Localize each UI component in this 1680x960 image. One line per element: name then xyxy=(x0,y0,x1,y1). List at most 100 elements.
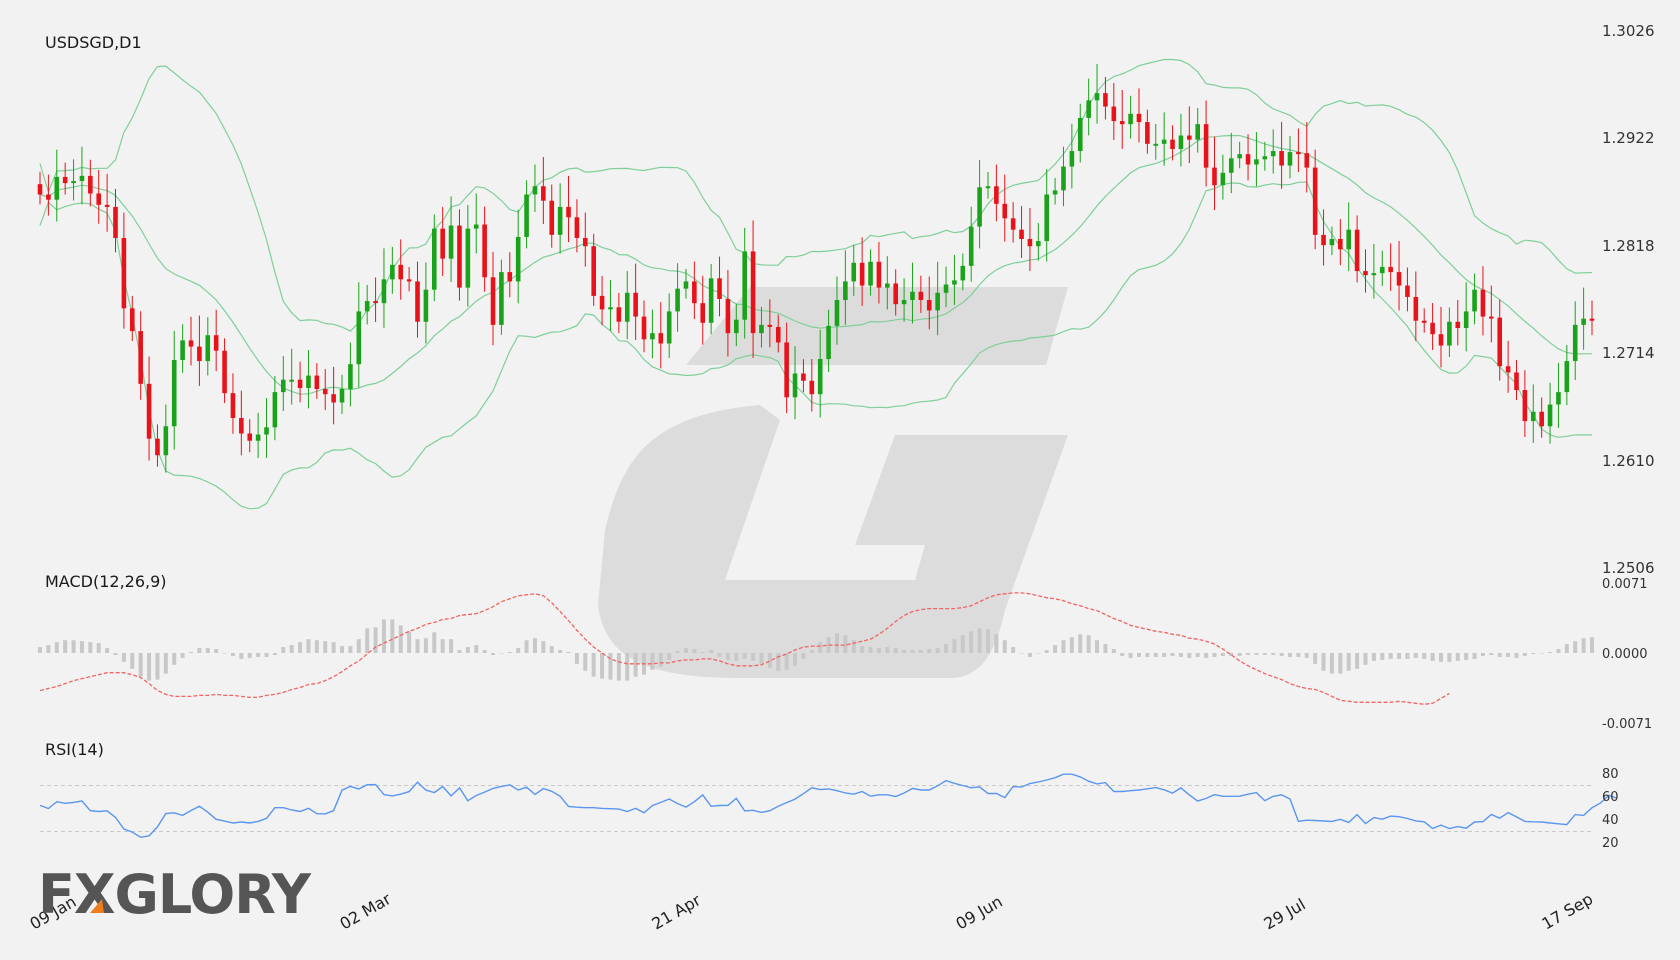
candle-body xyxy=(163,426,169,456)
bollinger-upper-line xyxy=(39,58,1593,332)
candle-body xyxy=(784,342,789,398)
macd-histogram-bar xyxy=(1455,653,1460,661)
macd-histogram-bar xyxy=(1447,653,1452,662)
candle-body xyxy=(641,316,647,340)
candle-body xyxy=(1539,411,1544,427)
candle-body xyxy=(591,246,596,296)
macd-histogram-bar xyxy=(197,648,202,653)
candle-body xyxy=(1270,151,1276,157)
macd-histogram-bar xyxy=(298,642,303,653)
candle-body xyxy=(1346,229,1352,250)
macd-histogram-bar xyxy=(1287,653,1292,657)
candle-body xyxy=(1522,390,1528,422)
candle-body xyxy=(1472,289,1477,312)
macd-histogram-bar xyxy=(465,647,470,653)
macd-histogram-bar xyxy=(1212,653,1217,657)
macd-histogram-bar xyxy=(415,639,420,653)
candle-body xyxy=(801,373,806,381)
macd-histogram-bar xyxy=(1002,640,1007,653)
macd-histogram-bar xyxy=(1220,653,1225,656)
macd-histogram-bar xyxy=(1095,640,1100,653)
candle-body xyxy=(1061,166,1066,191)
macd-histogram-bar xyxy=(700,652,705,653)
candle-body xyxy=(71,181,76,184)
macd-histogram-bar xyxy=(1296,653,1301,657)
macd-histogram-bar xyxy=(1246,653,1251,655)
candle-body xyxy=(876,261,882,288)
macd-histogram-bar xyxy=(977,628,982,653)
macd-histogram-bar xyxy=(574,653,579,664)
candle-body xyxy=(96,193,102,205)
candle-body xyxy=(918,291,924,301)
macd-histogram-bar xyxy=(1422,653,1427,659)
macd-histogram-bar xyxy=(1170,653,1175,656)
y-tick-label: 60 xyxy=(1602,790,1619,805)
macd-histogram-bar xyxy=(709,650,714,653)
macd-histogram-bar xyxy=(558,650,563,653)
candle-body xyxy=(1480,289,1486,317)
macd-histogram-bar xyxy=(902,650,907,653)
macd-y-axis: 0.0071 0.0000 -0.0071 xyxy=(1602,577,1652,732)
candle-body xyxy=(566,206,571,218)
candle-body xyxy=(700,303,706,323)
candle-body xyxy=(1338,238,1343,250)
macd-title: MACD(12,26,9) xyxy=(45,572,167,591)
candle-body xyxy=(1371,273,1377,276)
candle-body xyxy=(1363,271,1368,276)
rsi-y-axis: 80 60 40 20 xyxy=(1602,767,1619,851)
macd-histogram-bar xyxy=(1027,653,1032,657)
macd-histogram-bar xyxy=(893,648,898,653)
macd-histogram-bar xyxy=(155,653,160,680)
macd-histogram-bar xyxy=(675,651,680,653)
macd-histogram-bar xyxy=(1514,653,1519,658)
macd-histogram-bar xyxy=(1187,653,1192,658)
candle-body xyxy=(1279,151,1284,166)
candle-body xyxy=(180,340,185,361)
candle-body xyxy=(1438,334,1444,346)
candle-body xyxy=(1170,139,1175,149)
candle-body xyxy=(1119,121,1125,125)
candle-body xyxy=(264,427,269,435)
candle-body xyxy=(499,272,504,325)
macd-histogram-bar xyxy=(432,632,437,653)
candle-body xyxy=(1530,411,1536,422)
candle-body xyxy=(155,438,160,456)
macd-histogram-bar xyxy=(658,653,663,667)
macd-histogram-bar xyxy=(222,653,227,654)
macd-histogram-bar xyxy=(407,631,412,653)
candle-body xyxy=(46,194,51,200)
candle-body xyxy=(1312,167,1318,235)
macd-histogram-bar xyxy=(1036,653,1041,654)
macd-histogram-bar xyxy=(499,653,504,654)
candle-body xyxy=(314,375,320,390)
main-price-panel xyxy=(37,58,1595,510)
candle-body xyxy=(62,176,68,184)
candle-body xyxy=(239,417,244,434)
macd-histogram-bar xyxy=(1489,653,1494,655)
macd-histogram-bar xyxy=(717,653,722,657)
macd-histogram-bar xyxy=(1061,640,1066,653)
macd-histogram-bar xyxy=(860,646,865,653)
macd-histogram-bar xyxy=(885,647,890,653)
candle-body xyxy=(104,204,110,207)
candle-body xyxy=(616,307,622,322)
candle-body xyxy=(1287,152,1293,166)
macd-histogram-bar xyxy=(843,635,848,653)
candle-body xyxy=(650,333,655,340)
candle-body xyxy=(1572,324,1578,362)
macd-histogram-bar xyxy=(1321,653,1326,671)
candle-body xyxy=(1228,158,1234,173)
candle-body xyxy=(952,280,957,285)
candle-body xyxy=(549,200,555,235)
macd-histogram-bar xyxy=(306,639,311,653)
candle-body xyxy=(826,325,831,360)
macd-histogram-bar xyxy=(625,653,630,681)
candle-body xyxy=(490,277,496,325)
x-tick-label: 21 Apr xyxy=(649,890,705,933)
macd-histogram-bar xyxy=(1262,653,1267,655)
candle-body xyxy=(1002,203,1008,219)
candle-body xyxy=(1136,113,1142,123)
macd-histogram-bar xyxy=(1497,653,1502,657)
y-tick-label: 0.0000 xyxy=(1602,647,1648,662)
candle-body xyxy=(306,375,311,388)
